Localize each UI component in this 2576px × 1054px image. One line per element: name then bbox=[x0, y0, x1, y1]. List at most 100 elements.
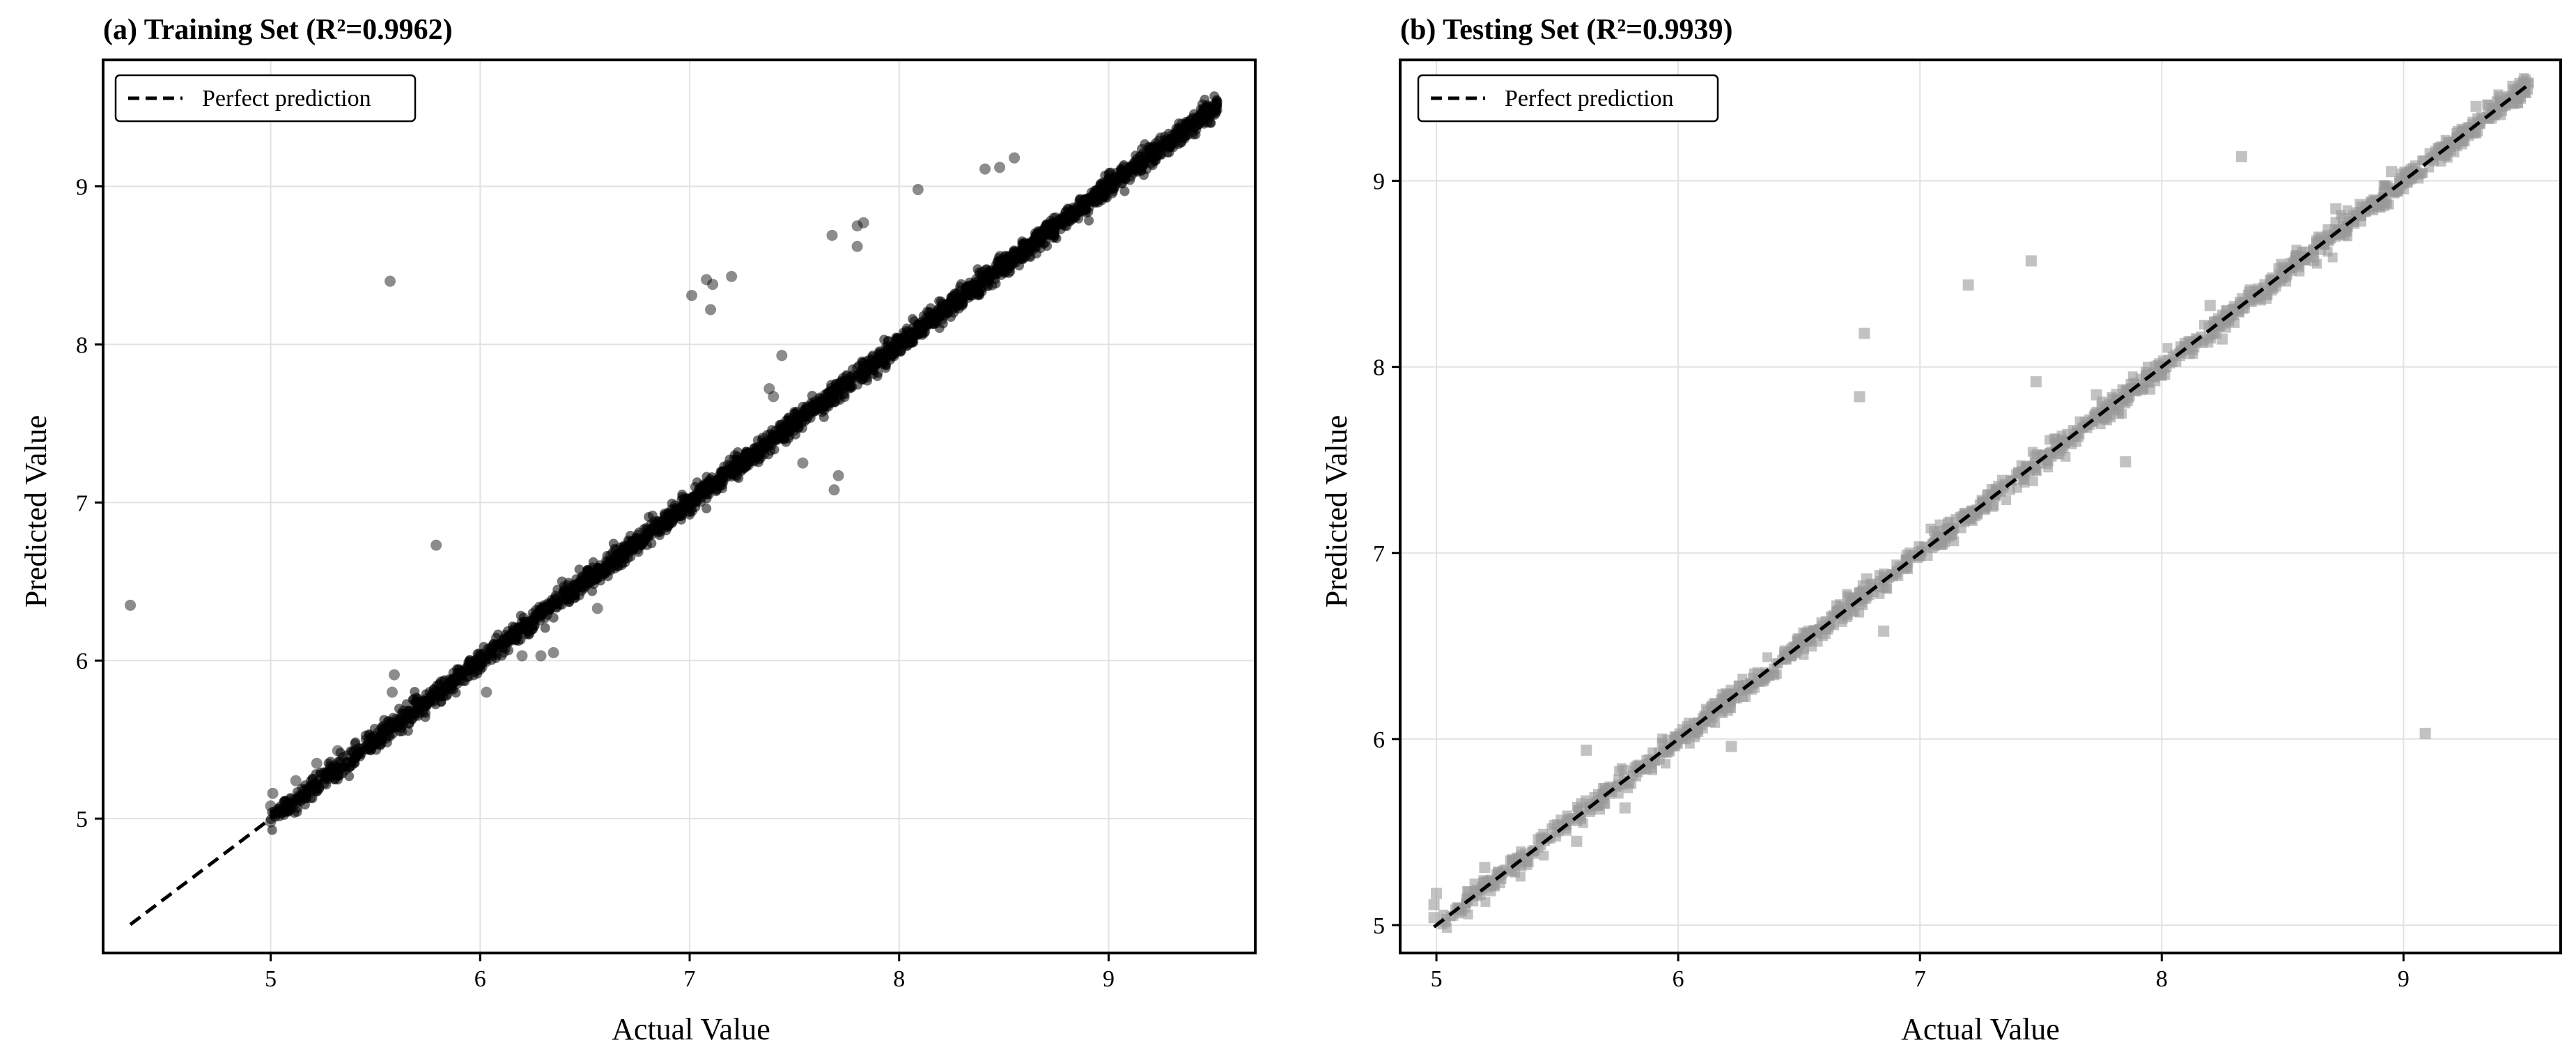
data-point bbox=[442, 690, 452, 701]
data-point bbox=[265, 800, 277, 812]
data-point bbox=[1643, 754, 1654, 764]
data-point bbox=[2221, 323, 2231, 333]
data-point bbox=[807, 391, 817, 401]
data-point bbox=[1662, 734, 1673, 745]
data-point bbox=[1469, 878, 1481, 890]
data-point bbox=[465, 665, 476, 676]
data-point bbox=[513, 636, 524, 646]
data-point bbox=[776, 350, 788, 362]
data-point bbox=[2436, 157, 2446, 167]
data-point bbox=[1515, 871, 1526, 882]
data-point bbox=[452, 679, 463, 690]
data-point bbox=[784, 412, 794, 423]
data-point bbox=[2496, 110, 2506, 121]
data-point bbox=[1482, 876, 1493, 886]
data-point bbox=[1040, 222, 1050, 232]
data-point bbox=[1084, 215, 1094, 226]
x-tick-label: 8 bbox=[893, 966, 905, 992]
y-tick-label: 8 bbox=[1373, 355, 1385, 381]
data-point bbox=[2327, 252, 2338, 263]
data-point bbox=[2030, 463, 2040, 474]
panel-testing: (b) Testing Set (R²=0.9939) Actual Value… bbox=[1319, 14, 2562, 1046]
data-point bbox=[617, 543, 628, 554]
data-point bbox=[2509, 99, 2520, 109]
data-point bbox=[430, 539, 442, 551]
data-point bbox=[972, 264, 983, 274]
data-point bbox=[896, 346, 906, 357]
data-point bbox=[1062, 203, 1073, 214]
data-point bbox=[690, 481, 700, 492]
data-point bbox=[912, 184, 924, 196]
perfect-prediction-line bbox=[129, 102, 1219, 927]
data-point bbox=[2025, 255, 2037, 267]
data-point bbox=[1578, 818, 1588, 828]
data-point bbox=[707, 279, 719, 290]
x-tick-label: 9 bbox=[1103, 966, 1115, 992]
data-point bbox=[1741, 692, 1751, 702]
x-tick-label: 7 bbox=[1914, 966, 1926, 992]
data-point bbox=[685, 509, 695, 520]
data-point bbox=[1808, 626, 1819, 637]
data-point bbox=[823, 387, 832, 398]
panel-title: (a) Training Set (R²=0.9962) bbox=[103, 14, 453, 46]
x-tick-label: 5 bbox=[1431, 966, 1443, 992]
data-point bbox=[2458, 137, 2468, 147]
x-tick-label: 6 bbox=[1673, 966, 1684, 992]
panel-title: (b) Testing Set (R²=0.9939) bbox=[1400, 14, 1733, 46]
data-point bbox=[1538, 828, 1549, 839]
data-point bbox=[574, 564, 584, 575]
data-point bbox=[1717, 689, 1728, 699]
x-tick-label: 7 bbox=[684, 966, 696, 992]
data-point bbox=[751, 453, 761, 463]
x-tick-label: 8 bbox=[2156, 966, 2168, 992]
data-point bbox=[1861, 573, 1872, 585]
y-tick-label: 7 bbox=[1373, 541, 1385, 567]
data-point bbox=[1563, 814, 1574, 824]
data-point bbox=[839, 389, 850, 400]
data-point bbox=[997, 265, 1007, 275]
data-point bbox=[2001, 495, 2012, 505]
data-point bbox=[832, 470, 844, 481]
data-point bbox=[1875, 575, 1886, 586]
data-point bbox=[591, 603, 603, 614]
x-axis-label: Actual Value bbox=[612, 1012, 770, 1046]
data-point bbox=[1762, 652, 1773, 662]
data-point bbox=[290, 775, 302, 786]
data-point bbox=[1914, 541, 1924, 551]
data-point bbox=[1188, 127, 1198, 137]
perfect-prediction-line bbox=[1433, 82, 2531, 929]
data-point bbox=[292, 807, 302, 817]
data-point bbox=[1042, 241, 1053, 251]
data-point bbox=[828, 484, 840, 496]
data-point bbox=[915, 318, 924, 328]
data-point bbox=[858, 217, 869, 228]
data-point bbox=[726, 270, 738, 282]
data-point bbox=[2330, 203, 2342, 215]
data-point bbox=[705, 304, 717, 316]
data-point bbox=[1119, 170, 1130, 180]
data-point bbox=[1032, 249, 1041, 259]
data-point bbox=[851, 240, 863, 252]
y-tick-label: 8 bbox=[76, 332, 88, 358]
data-point bbox=[516, 650, 528, 662]
data-point bbox=[2162, 343, 2173, 353]
data-point bbox=[1581, 744, 1592, 756]
data-point bbox=[1737, 674, 1748, 684]
data-point bbox=[438, 676, 449, 686]
data-point bbox=[1792, 633, 1803, 644]
data-point bbox=[1539, 851, 1549, 861]
data-point bbox=[125, 599, 137, 611]
data-point bbox=[975, 290, 985, 300]
data-point bbox=[2322, 230, 2332, 240]
data-point bbox=[2389, 187, 2400, 198]
data-point bbox=[1925, 523, 1936, 534]
data-point bbox=[1854, 391, 1865, 403]
data-point bbox=[548, 646, 559, 658]
data-point bbox=[574, 590, 584, 600]
data-point bbox=[1988, 502, 1999, 512]
data-point bbox=[2019, 477, 2030, 488]
data-point bbox=[1119, 160, 1129, 170]
point-cloud bbox=[1437, 73, 2534, 933]
legend: Perfect prediction bbox=[114, 74, 417, 123]
